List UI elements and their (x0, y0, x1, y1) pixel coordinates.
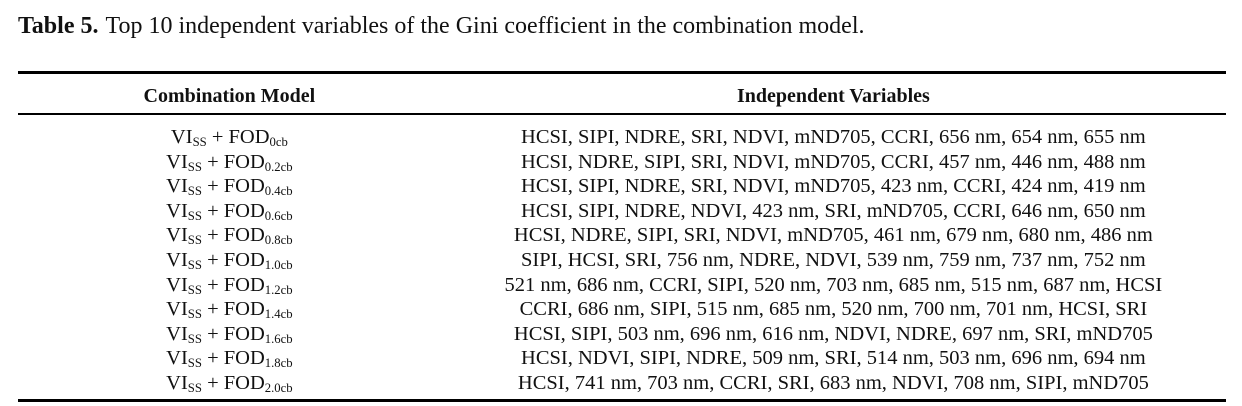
independent-variables-cell: HCSI, SIPI, NDRE, SRI, NDVI, mND705, CCR… (521, 126, 1146, 148)
data-table: Combination Model Independent Variables … (18, 71, 1226, 402)
table-row: VISS + FOD0.2cb HCSI, NDRE, SIPI, SRI, N… (18, 150, 1226, 175)
model-plus-sign: + (207, 175, 219, 198)
model-plus-sign: + (207, 199, 219, 222)
model-vi-subscript: SS (192, 134, 207, 149)
combination-model-cell: VISS + FOD0.8cb (18, 223, 441, 248)
model-plus-sign: + (207, 322, 219, 345)
model-fod-text: FOD (223, 347, 265, 370)
model-fod-subscript: 0.4cb (264, 183, 293, 198)
model-plus-sign: + (207, 273, 219, 296)
table-caption-label: Table 5. (18, 13, 99, 39)
model-plus-sign: + (207, 371, 219, 394)
model-fod-text: FOD (223, 298, 265, 321)
model-fod-subscript: 0.8cb (264, 233, 293, 248)
combination-model-cell: VISS + FOD1.4cb (18, 297, 441, 322)
independent-variables-cell: SIPI, HCSI, SRI, 756 nm, NDRE, NDVI, 539… (521, 248, 1146, 271)
model-vi-subscript: SS (187, 233, 202, 248)
table-row: VISS + FOD1.4cb CCRI, 686 nm, SIPI, 515 … (18, 297, 1226, 322)
model-fod-text: FOD (223, 371, 265, 394)
combination-model-cell: VISS + FOD1.0cb (18, 248, 441, 273)
independent-variables-cell: HCSI, NDRE, SIPI, SRI, NDVI, mND705, CCR… (521, 150, 1146, 173)
model-fod-text: FOD (223, 248, 265, 271)
model-fod-text: FOD (223, 273, 265, 296)
model-plus-sign: + (211, 126, 224, 148)
table-row: VISS + FOD1.8cb HCSI, NDVI, SIPI, NDRE, … (18, 346, 1226, 371)
model-fod-subscript: 2.0cb (264, 380, 293, 395)
model-vi-text: VI (166, 273, 188, 296)
model-fod-text: FOD (223, 175, 265, 198)
model-plus-sign: + (207, 298, 219, 321)
table-row: VISS + FOD2.0cb HCSI, 741 nm, 703 nm, CC… (18, 371, 1226, 396)
model-vi-text: VI (166, 322, 188, 345)
model-fod-text: FOD (223, 322, 265, 345)
table-caption: Table 5. Top 10 independent variables of … (18, 10, 1226, 42)
model-vi-text: VI (170, 126, 193, 148)
model-fod-subscript: 1.0cb (264, 257, 293, 272)
model-fod-subscript: 1.6cb (264, 331, 293, 346)
table-body: VISS + FOD0cb HCSI, SIPI, NDRE, SRI, NDV… (18, 115, 1226, 399)
independent-variables-cell: 521 nm, 686 nm, CCRI, SIPI, 520 nm, 703 … (504, 273, 1163, 296)
table-row: VISS + FOD0cb HCSI, SIPI, NDRE, SRI, NDV… (18, 125, 1226, 150)
model-fod-subscript: 1.8cb (264, 356, 293, 371)
table-row: VISS + FOD1.0cb SIPI, HCSI, SRI, 756 nm,… (18, 248, 1226, 273)
model-fod-subscript: 0cb (269, 134, 288, 149)
combination-model-cell: VISS + FOD2.0cb (18, 371, 441, 396)
model-plus-sign: + (207, 224, 219, 247)
model-fod-subscript: 0.6cb (264, 208, 293, 223)
model-vi-text: VI (166, 248, 188, 271)
independent-variables-cell: HCSI, NDRE, SIPI, SRI, NDVI, mND705, 461… (513, 224, 1153, 247)
model-vi-subscript: SS (187, 208, 202, 223)
model-vi-text: VI (166, 371, 188, 394)
column-header-independent-variables: Independent Variables (736, 85, 930, 107)
model-vi-text: VI (166, 175, 188, 198)
independent-variables-cell: HCSI, SIPI, NDRE, SRI, NDVI, mND705, 423… (521, 175, 1146, 198)
table-row: VISS + FOD0.8cb HCSI, NDRE, SIPI, SRI, N… (18, 223, 1226, 248)
model-vi-text: VI (166, 224, 188, 247)
model-fod-subscript: 1.2cb (264, 282, 293, 297)
table-row: VISS + FOD1.2cb 521 nm, 686 nm, CCRI, SI… (18, 273, 1226, 298)
model-fod-text: FOD (223, 224, 265, 247)
model-vi-text: VI (166, 199, 188, 222)
model-vi-text: VI (166, 347, 188, 370)
independent-variables-cell: HCSI, 741 nm, 703 nm, CCRI, SRI, 683 nm,… (517, 371, 1149, 394)
table-header-row: Combination Model Independent Variables (18, 74, 1226, 115)
table-row: VISS + FOD1.6cb HCSI, SIPI, 503 nm, 696 … (18, 322, 1226, 347)
model-fod-text: FOD (223, 199, 265, 222)
model-fod-subscript: 1.4cb (264, 306, 293, 321)
model-plus-sign: + (207, 248, 219, 271)
model-fod-text: FOD (223, 150, 265, 173)
model-plus-sign: + (207, 150, 219, 173)
combination-model-cell: VISS + FOD1.2cb (18, 273, 441, 298)
combination-model-cell: VISS + FOD1.8cb (18, 346, 441, 371)
model-fod-text: FOD (228, 126, 270, 148)
combination-model-cell: VISS + FOD0cb (18, 125, 441, 150)
model-vi-text: VI (166, 298, 188, 321)
model-vi-subscript: SS (187, 356, 202, 371)
table-caption-text: Top 10 independent variables of the Gini… (105, 13, 865, 39)
combination-model-cell: VISS + FOD0.2cb (18, 150, 441, 175)
model-vi-subscript: SS (187, 282, 202, 297)
model-vi-subscript: SS (187, 380, 202, 395)
independent-variables-cell: HCSI, SIPI, NDRE, NDVI, 423 nm, SRI, mND… (521, 199, 1146, 222)
model-vi-text: VI (166, 150, 188, 173)
table-row: VISS + FOD0.6cb HCSI, SIPI, NDRE, NDVI, … (18, 199, 1226, 224)
model-vi-subscript: SS (187, 306, 202, 321)
model-vi-subscript: SS (187, 257, 202, 272)
model-vi-subscript: SS (187, 159, 202, 174)
independent-variables-cell: HCSI, NDVI, SIPI, NDRE, 509 nm, SRI, 514… (521, 347, 1146, 370)
model-vi-subscript: SS (187, 183, 202, 198)
model-vi-subscript: SS (187, 331, 202, 346)
table-row: VISS + FOD0.4cb HCSI, SIPI, NDRE, SRI, N… (18, 174, 1226, 199)
combination-model-cell: VISS + FOD1.6cb (18, 322, 441, 347)
model-plus-sign: + (207, 347, 219, 370)
independent-variables-cell: HCSI, SIPI, 503 nm, 696 nm, 616 nm, NDVI… (513, 322, 1153, 345)
model-fod-subscript: 0.2cb (264, 159, 293, 174)
combination-model-cell: VISS + FOD0.4cb (18, 174, 441, 199)
combination-model-cell: VISS + FOD0.6cb (18, 199, 441, 224)
column-header-combination-model: Combination Model (143, 85, 316, 107)
independent-variables-cell: CCRI, 686 nm, SIPI, 515 nm, 685 nm, 520 … (519, 298, 1148, 321)
